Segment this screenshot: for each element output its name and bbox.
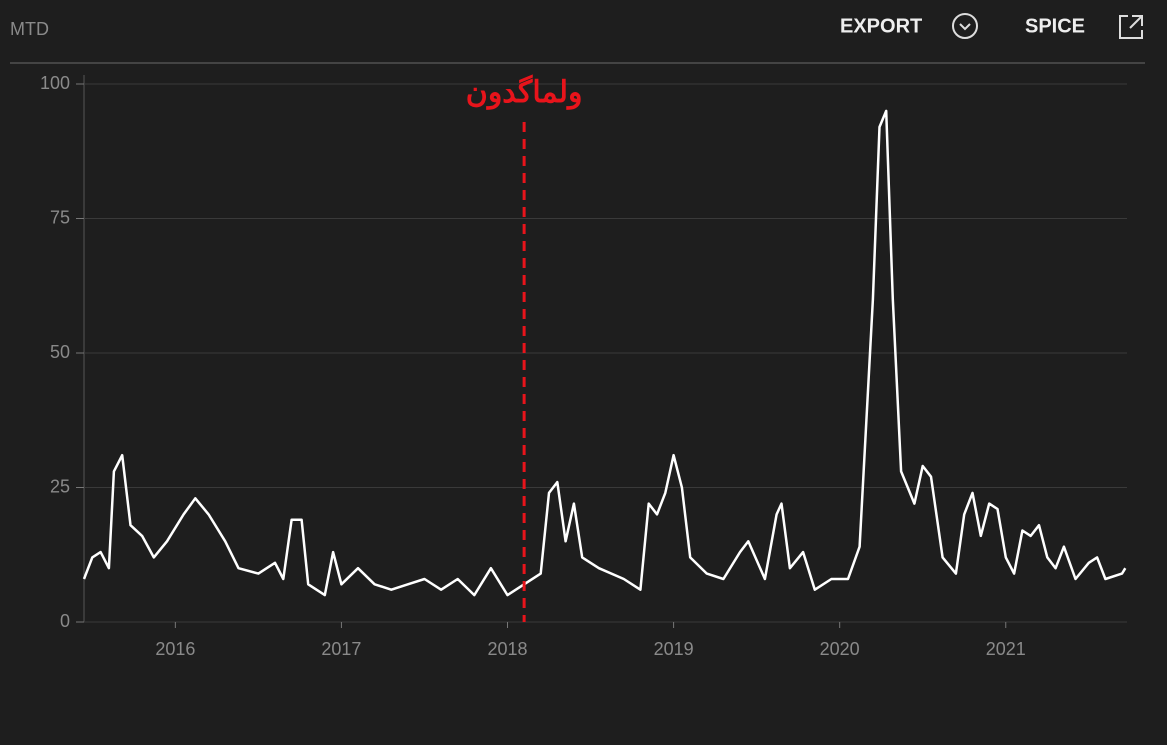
data-line (82, 109, 1127, 597)
export-button[interactable]: EXPORT (840, 15, 922, 37)
x-tick-label: 2016 (155, 639, 195, 659)
y-tick-label: 75 (50, 207, 70, 227)
x-tick-label: 2021 (986, 639, 1026, 659)
y-tick-label: 100 (40, 73, 70, 93)
mtd-label: MTD (10, 19, 49, 39)
x-tick-label: 2018 (487, 639, 527, 659)
x-tick-label: 2019 (654, 639, 694, 659)
external-link-icon[interactable] (1119, 15, 1143, 39)
y-tick-label: 50 (50, 342, 70, 362)
x-tick-label: 2017 (321, 639, 361, 659)
y-tick-label: 25 (50, 476, 70, 496)
x-tick-label: 2020 (820, 639, 860, 659)
annotation-label: ولماگدون (466, 74, 583, 110)
spice-button[interactable]: SPICE (1025, 15, 1085, 37)
export-icon[interactable] (952, 13, 978, 39)
y-tick-label: 0 (60, 611, 70, 631)
export-icon-arrow (959, 23, 971, 31)
